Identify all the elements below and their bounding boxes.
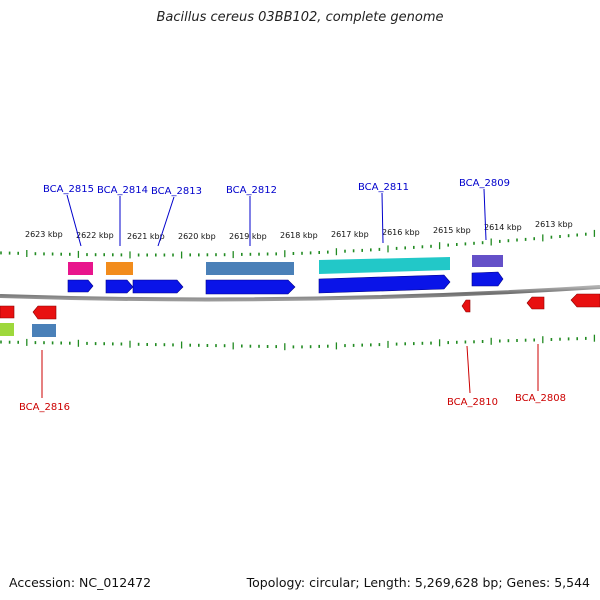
feature-bar-bca-2811[interactable] [319, 257, 450, 274]
feature-bar-bca-2815[interactable] [68, 262, 93, 275]
feature-bar-bca-2814[interactable] [106, 262, 133, 275]
gene-label-bca-2816[interactable]: BCA_2816 [19, 402, 70, 413]
tick-label-2619: 2619 kbp [229, 232, 267, 241]
genome-backbone [0, 285, 600, 302]
callout-line-bca-2813 [157, 196, 175, 247]
feature-bar-bca-2816[interactable] [32, 324, 56, 337]
tick-label-2615: 2615 kbp [433, 226, 471, 235]
tick-label-2617: 2617 kbp [331, 230, 369, 239]
gene-arrow-bca-2817[interactable] [0, 305, 15, 319]
accession-text: Accession: NC_012472 [9, 575, 152, 590]
gene-arrow-bca-2814[interactable] [105, 279, 134, 294]
gene-arrow-bca-2808[interactable] [526, 296, 545, 310]
gene-label-bca-2809[interactable]: BCA_2809 [459, 178, 510, 189]
tick-label-2620: 2620 kbp [178, 232, 216, 241]
gene-label-bca-2814[interactable]: BCA_2814 [97, 185, 148, 196]
gene-arrow-bca-2807[interactable] [570, 293, 600, 308]
gene-arrow-bca-2813[interactable] [132, 279, 184, 294]
tick-label-2623: 2623 kbp [25, 230, 63, 239]
gene-label-bca-2813[interactable]: BCA_2813 [151, 186, 202, 197]
gene-arrow-bca-2812[interactable] [205, 279, 296, 295]
tick-label-2622: 2622 kbp [76, 231, 114, 240]
callout-line-bca-2811 [381, 192, 384, 244]
reverse-feature-track [0, 323, 56, 337]
gene-arrow-bca-2811[interactable] [318, 274, 451, 294]
callout-line-bca-2809 [483, 188, 487, 241]
gene-arrow-bca-2816[interactable] [32, 305, 57, 320]
gene-arrow-bca-2809[interactable] [471, 271, 504, 287]
tick-label-2616: 2616 kbp [382, 228, 420, 237]
gene-label-bca-2815[interactable]: BCA_2815 [43, 184, 94, 195]
gene-arrow-bca-2810[interactable] [461, 299, 471, 313]
forward-gene-labels: BCA_2815 BCA_2814 BCA_2813 BCA_2812 BCA_… [43, 178, 510, 247]
tick-label-2613: 2613 kbp [535, 220, 573, 229]
forward-tick-track [0, 229, 596, 259]
reverse-tick-track [0, 334, 596, 351]
reverse-cds-track [0, 293, 600, 320]
feature-bar-bca-2812[interactable] [206, 262, 294, 275]
feature-bar-bca-2809[interactable] [472, 255, 503, 267]
topology-text: Topology: circular; Length: 5,269,628 bp… [246, 575, 590, 590]
gene-label-bca-2811[interactable]: BCA_2811 [358, 182, 409, 193]
forward-feature-track [68, 255, 503, 275]
gene-arrow-bca-2815[interactable] [67, 279, 94, 293]
tick-label-2614: 2614 kbp [484, 223, 522, 232]
tick-label-2621: 2621 kbp [127, 232, 165, 241]
callout-line-bca-2815 [66, 194, 82, 247]
forward-cds-track [67, 271, 504, 295]
feature-bar-bca-2817[interactable] [0, 323, 14, 336]
tick-label-2618: 2618 kbp [280, 231, 318, 240]
reverse-gene-labels: BCA_2816 BCA_2810 BCA_2808 [19, 344, 566, 413]
gene-label-bca-2812[interactable]: BCA_2812 [226, 185, 277, 196]
gene-label-bca-2810[interactable]: BCA_2810 [447, 397, 498, 408]
genome-title: Bacillus cereus 03BB102, complete genome [156, 10, 444, 25]
gene-label-bca-2808[interactable]: BCA_2808 [515, 393, 566, 404]
scale-labels: 2623 kbp 2622 kbp 2621 kbp 2620 kbp 2619… [25, 220, 573, 241]
callout-line-bca-2810 [466, 345, 471, 394]
